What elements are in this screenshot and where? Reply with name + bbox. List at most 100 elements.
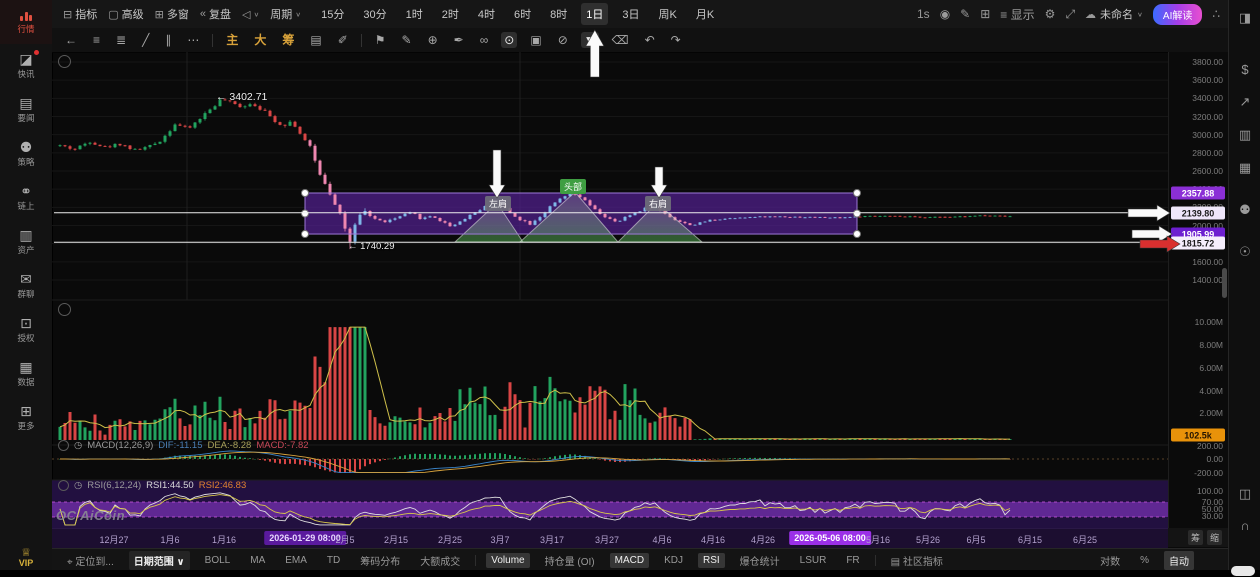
toolbar-speaker[interactable]: ◁ ∨ [242,8,259,21]
sidebar-item-hangqing[interactable]: 行情 [0,0,52,44]
indicator-tab-MACD[interactable]: MACD [609,552,650,568]
timeframe-8时[interactable]: 8时 [550,9,568,21]
timeframe-4时[interactable]: 4时 [477,9,496,21]
layout-name-dropdown[interactable]: ☁ 未命名 ∨ [1085,8,1143,22]
indicator-tab-持仓量 (OI)[interactable]: 持仓量 (OI) [544,556,595,568]
dollar-icon[interactable]: $ [1241,62,1249,77]
chart-canvas[interactable] [52,52,1168,528]
zone-handle[interactable] [853,209,861,218]
main-pane-collapse-icon[interactable] [58,55,71,68]
timeframe-月K[interactable]: 月K [695,9,715,21]
robot-icon[interactable]: ⚉ [1239,202,1251,217]
globe-icon[interactable]: ☉ [1239,244,1251,259]
headset-icon[interactable]: ∩ [1240,518,1250,533]
sidebar-item-shuju[interactable]: ▦ 数据 [0,352,52,396]
toolbar-replay[interactable]: «复盘 [200,6,231,22]
toolbar-period[interactable]: 周期 ∨ [270,6,301,22]
indicator-tab-BOLL[interactable]: BOLL [204,554,231,566]
price-axis[interactable]: 3800.00 3600.00 3400.00 3200.00 3000.00 2800.… [1168,52,1229,528]
indicator-tab-TD[interactable]: TD [326,554,341,566]
toolbar-multi-window[interactable]: ⊞ 多窗 [155,6,189,22]
redo-icon[interactable]: ↷ [670,33,681,47]
trend-line-icon[interactable]: ╱ [142,33,150,47]
zone-handle[interactable] [301,188,309,197]
sidebar-item-lianshang[interactable]: ⚭ 链上 [0,176,52,220]
zoom-in-icon[interactable]: ⊕ [427,33,438,47]
draw-tool-大[interactable]: 大 [254,33,267,47]
zone-handle[interactable] [301,209,309,218]
indicator-tab-KDJ[interactable]: KDJ [664,554,683,566]
sidebar-item-celue[interactable]: ⚉ 策略 [0,132,52,176]
doc-icon[interactable]: ▤ [310,33,322,47]
indicator-tab-MA[interactable]: MA [250,554,266,566]
signal-icon[interactable]: ↗ [1239,94,1251,109]
macd-collapse-icon[interactable] [58,440,69,451]
draw-tool-主[interactable]: 主 [226,33,239,47]
list-icon[interactable]: ≣ [116,33,127,47]
lock-icon[interactable]: ⊙ [501,32,518,48]
sidebar-item-vip[interactable]: ♕ VIP [0,548,52,576]
indicator-tab-筹码分布[interactable]: 筹码分布 [360,556,401,568]
trash-icon[interactable]: ⌫ [611,33,629,47]
binoculars-icon[interactable]: ∞ [479,33,489,47]
date-axis[interactable]: 12月27 1月6 1月16 2026-01-29 08:00 2月5 2月15 2月25 3… [52,528,1168,548]
timeframe-6时[interactable]: 6时 [514,9,532,21]
timeframe-1时[interactable]: 1时 [405,9,423,21]
indicator-tab-FR[interactable]: FR [846,554,860,566]
sidebar-item-gengduo[interactable]: ⊞ 更多 [0,396,52,440]
fullscreen-icon[interactable]: ⤢ [1065,6,1076,21]
axis-scrollbar[interactable] [1222,268,1227,298]
menu-icon[interactable]: ≡ [93,33,101,47]
indicator-tab-社区指标[interactable]: ▤ 社区指标 [890,556,943,568]
macd-alert-icon[interactable]: ◷ [74,440,83,451]
indicator-tab-大额成交[interactable]: 大额成交 [420,556,461,568]
scale-option-对数[interactable]: 对数 [1100,556,1121,568]
indicator-tab-LSUR[interactable]: LSUR [799,554,827,566]
left-shoulder-badge[interactable]: 左肩 [485,196,512,211]
sidebar-item-shouquan[interactable]: ⊡ 授权 [0,308,52,352]
volume-pane-collapse-icon[interactable] [58,303,71,316]
funnel-icon[interactable]: ▼ [580,32,599,48]
right-shoulder-badge[interactable]: 右肩 [645,196,672,211]
undo-icon[interactable]: ↶ [644,33,655,47]
hide-icon[interactable]: ⊘ [557,33,568,47]
calendar-icon[interactable]: ▦ [1238,160,1252,175]
indicator-tab-Volume[interactable]: Volume [486,552,530,568]
ai-interpret-button[interactable]: AI解读 [1152,3,1203,25]
scale-toggle[interactable]: 缩 [1206,530,1222,545]
timeframe-1日[interactable]: 1日 [581,3,609,25]
brush-icon[interactable]: ✐ [337,33,348,47]
flag-icon[interactable]: ⚑ [374,33,386,47]
panel-icon[interactable]: ◨ [1238,10,1252,25]
edit-pencil-icon[interactable]: ✎ [960,7,971,21]
timeframe-15分[interactable]: 15分 [321,9,345,21]
arrow-left-icon[interactable]: ← [65,33,77,47]
camera-icon[interactable]: ◉ [939,7,951,21]
share-icon[interactable]: ∴ [1212,7,1220,21]
sidebar-item-zichan[interactable]: ▥ 资产 [0,220,52,264]
indicator-tab-爆仓统计[interactable]: 爆仓统计 [739,556,780,568]
layout-icon[interactable]: ◫ [1238,486,1252,501]
rsi-alert-icon[interactable]: ◷ [74,480,83,491]
scale-option-自动[interactable]: 自动 [1164,550,1194,570]
zone-handle[interactable] [853,230,861,239]
locate-to-button[interactable]: ⌖ 定位到... [67,556,114,568]
image-icon[interactable]: ▣ [530,33,542,47]
interval-label[interactable]: 1s [917,7,930,21]
scale-option-%[interactable]: % [1140,554,1149,566]
pen-icon[interactable]: ✒ [453,33,464,47]
timeframe-周K[interactable]: 周K [658,9,677,21]
toolbar-advanced[interactable]: ▢ 高级 [108,6,143,22]
timeframe-2时[interactable]: 2时 [441,9,459,21]
sidebar-item-qunliao[interactable]: ✉ 群聊 [0,264,52,308]
chip-distribution-toggle[interactable]: 筹 [1187,530,1203,545]
sidebar-item-kuaixun[interactable]: ◪ 快讯 [0,44,52,88]
channels-icon[interactable]: ∥ [165,33,172,47]
timeframe-3日[interactable]: 3日 [622,9,640,21]
draw-tool-筹[interactable]: 筹 [282,33,295,47]
add-window-icon[interactable]: ⊞ [980,7,991,21]
zone-handle[interactable] [301,230,309,239]
sidebar-item-yaowen[interactable]: ▤ 要闻 [0,88,52,132]
indicator-tab-EMA[interactable]: EMA [285,554,307,566]
rsi-collapse-icon[interactable] [58,480,69,491]
